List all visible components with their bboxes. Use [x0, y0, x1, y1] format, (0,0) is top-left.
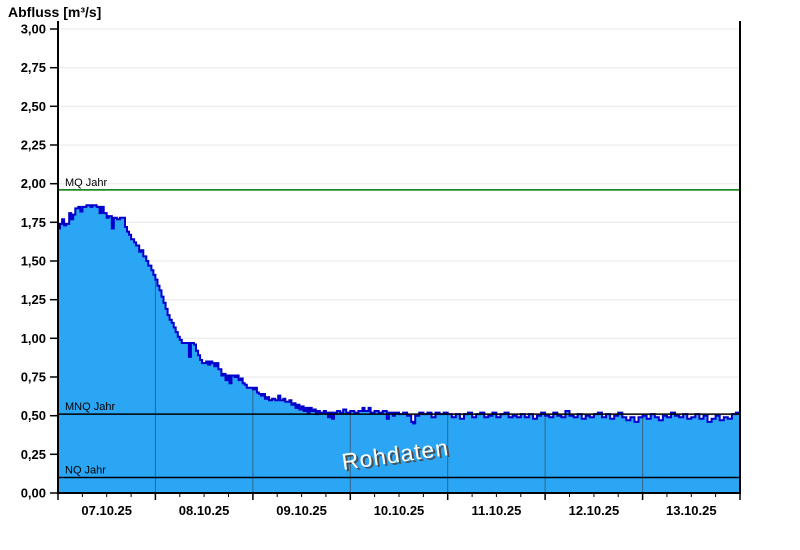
ref-line-label-1: MNQ Jahr [65, 401, 115, 413]
y-tick-label: 3,00 [21, 22, 46, 37]
x-tick-label: 11.10.25 [471, 503, 521, 518]
ref-line-label-2: NQ Jahr [65, 465, 106, 477]
discharge-area [58, 205, 740, 494]
y-tick-label: 0,50 [21, 408, 46, 423]
y-tick-label: 2,25 [21, 138, 46, 153]
x-tick-label: 13.10.25 [666, 503, 717, 518]
y-tick-label: 2,75 [21, 60, 46, 75]
y-tick-label: 2,00 [21, 176, 46, 191]
chart-title: Abfluss [m³/s] [8, 4, 102, 20]
y-tick-label: 0,00 [21, 486, 46, 501]
x-tick-label: 07.10.25 [81, 503, 132, 518]
x-tick-label: 12.10.25 [569, 503, 620, 518]
x-tick-label: 10.10.25 [374, 503, 425, 518]
y-tick-label: 2,50 [21, 99, 46, 114]
x-tick-label: 09.10.25 [276, 503, 327, 518]
ref-line-label-0: MQ Jahr [65, 177, 108, 189]
y-tick-label: 1,75 [21, 215, 46, 230]
y-tick-label: 0,25 [21, 447, 46, 462]
x-tick-label: 08.10.25 [179, 503, 230, 518]
y-tick-label: 0,75 [21, 370, 46, 385]
discharge-line [58, 204, 741, 425]
y-tick-label: 1,25 [21, 292, 46, 307]
y-tick-label: 1,50 [21, 254, 46, 269]
y-tick-label: 1,00 [21, 331, 46, 346]
